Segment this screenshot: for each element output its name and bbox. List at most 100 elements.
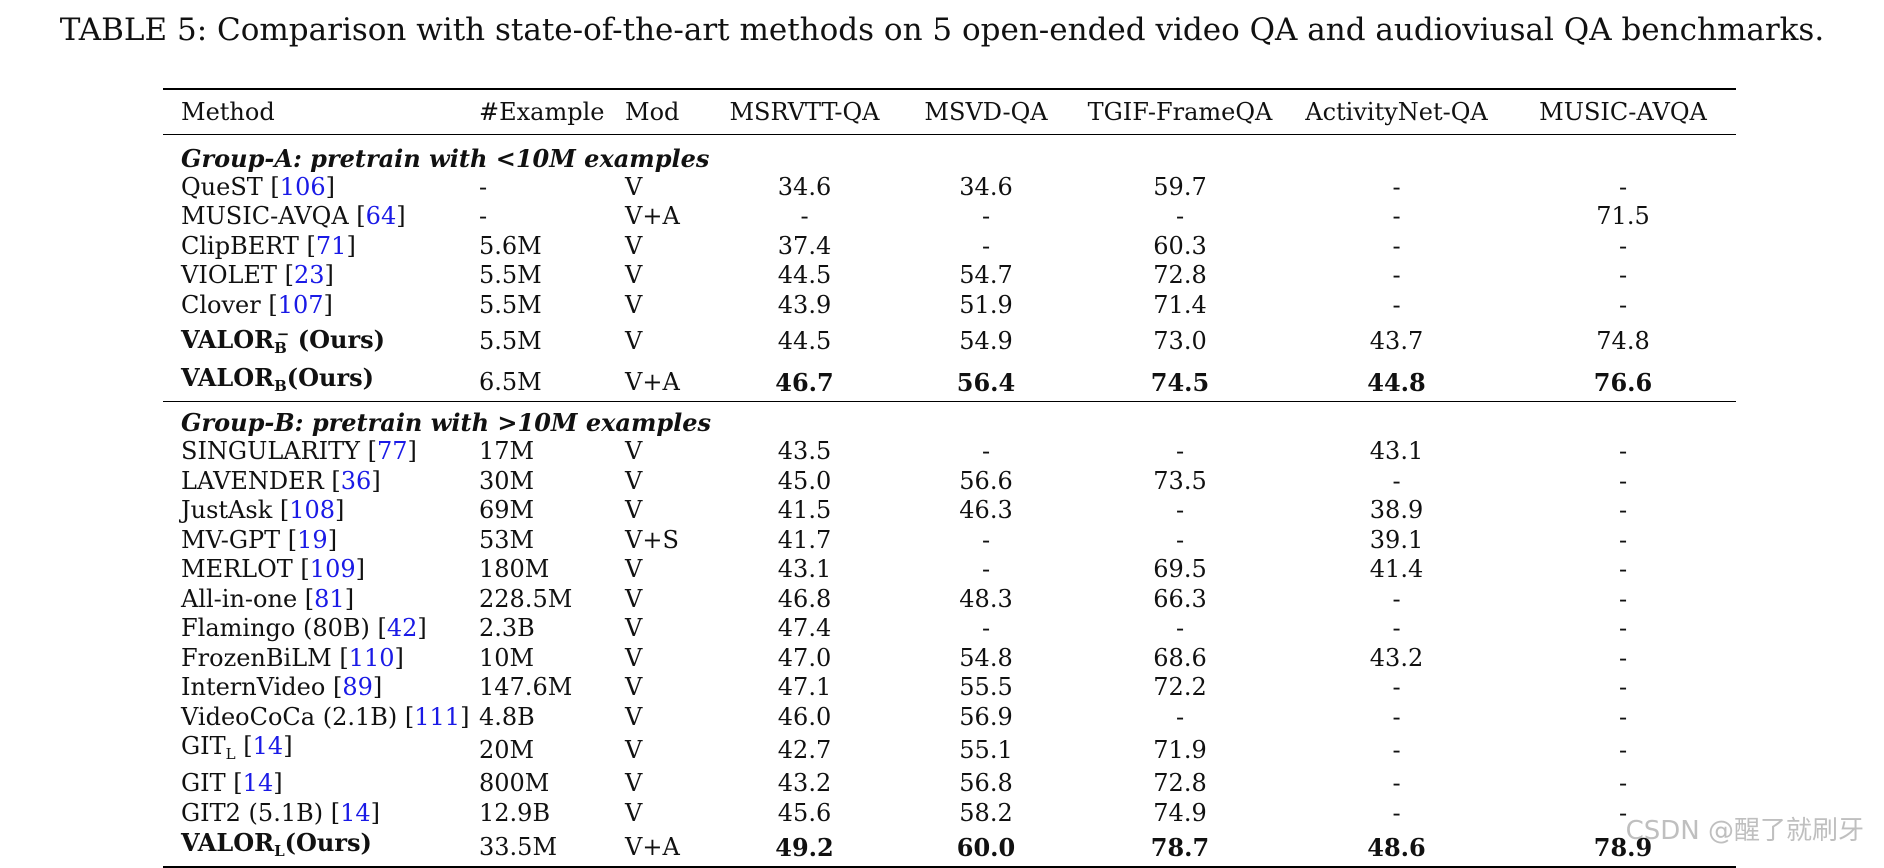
method-cell: MV-GPT [19] (181, 525, 338, 554)
method-name: VALOR (181, 828, 275, 857)
tgif-score-cell: - (1175, 614, 1185, 643)
citation-link[interactable]: 23 (293, 261, 325, 290)
activitynet-score-cell: 41.4 (1369, 555, 1424, 584)
table-row: VIOLET [23] 5.5M V 44.5 54.7 72.8 - - (163, 261, 1736, 291)
msrvtt-score-cell: 41.7 (777, 525, 832, 554)
tgif-score-cell: 60.3 (1153, 231, 1207, 260)
music-avqa-score-cell: - (1618, 290, 1628, 319)
msrvtt-score-cell: 43.9 (777, 290, 832, 319)
method-cell: QueST [106] (181, 172, 335, 201)
music-avqa-score-cell: - (1618, 673, 1628, 702)
modality-cell: V (625, 466, 643, 495)
music-avqa-score-cell: - (1618, 172, 1628, 201)
activitynet-score-cell: 43.7 (1369, 327, 1424, 355)
citation-link[interactable]: 42 (386, 614, 418, 643)
method-name: ClipBERT (181, 231, 299, 260)
citation-link[interactable]: 108 (289, 496, 336, 525)
activitynet-score-cell: - (1392, 231, 1401, 260)
modality-cell: V (625, 555, 643, 584)
method-cell: LAVENDER [36] (181, 466, 381, 495)
table-row: LAVENDER [36] 30M V 45.0 56.6 73.5 - - (163, 467, 1736, 497)
msrvtt-score-cell: 41.5 (777, 496, 832, 525)
modality-cell: V (625, 702, 643, 731)
method-cell: SINGULARITY [77] (181, 437, 417, 466)
music-avqa-score-cell: - (1618, 466, 1628, 495)
citation-link[interactable]: 14 (340, 798, 371, 827)
method-suffix: (Ours) (289, 325, 385, 354)
msrvtt-score-cell: 46.8 (777, 584, 832, 613)
citation-link[interactable]: 77 (377, 437, 408, 466)
music-avqa-score-cell: - (1618, 496, 1628, 525)
msrvtt-score-cell: 47.0 (777, 643, 832, 672)
method-cell: VIOLET [23] (181, 261, 334, 290)
citation-link[interactable]: 110 (348, 643, 395, 672)
msrvtt-score-cell: 45.0 (777, 466, 832, 495)
msvd-score-cell: 34.6 (959, 172, 1013, 201)
example-count-cell: 20M (479, 736, 535, 764)
citation-link[interactable]: 14 (252, 732, 284, 760)
msvd-score-cell: 54.8 (959, 643, 1013, 672)
method-cell: VALORB(Ours) (163, 363, 470, 402)
example-count-cell: 147.6M (479, 673, 573, 702)
tgif-score-cell: 71.9 (1153, 736, 1207, 764)
method-suffix: (Ours) (284, 828, 372, 857)
msvd-score-cell: - (981, 231, 991, 260)
header-tgif: TGIF-FrameQA (1087, 97, 1273, 126)
activitynet-score-cell: - (1392, 702, 1401, 731)
msvd-score-cell: 51.9 (959, 290, 1013, 319)
table-row: Clover [107] 5.5M V 43.9 51.9 71.4 - - (163, 291, 1736, 321)
header-example: #Example (479, 97, 605, 126)
msrvtt-score-cell: 46.0 (777, 702, 832, 731)
modality-cell: V (625, 437, 643, 466)
method-name: VALOR (181, 363, 275, 392)
tgif-score-cell: 72.8 (1153, 261, 1207, 290)
activitynet-score-cell: - (1392, 614, 1401, 643)
msrvtt-score-cell: 46.7 (775, 367, 834, 397)
table-row: SINGULARITY [77] 17M V 43.5 - - 43.1 - (163, 437, 1736, 467)
method-cell: MUSIC-AVQA [64] (181, 202, 406, 231)
activitynet-score-cell: - (1392, 584, 1401, 613)
citation-link[interactable]: 89 (342, 673, 373, 702)
method-name: JustAsk (181, 496, 273, 525)
msvd-score-cell: - (981, 614, 991, 643)
msrvtt-score-cell: 43.1 (777, 555, 832, 584)
activitynet-score-cell: - (1392, 769, 1401, 798)
citation-link[interactable]: 19 (297, 525, 328, 554)
msrvtt-score-cell: 44.5 (777, 261, 832, 290)
activitynet-score-cell: - (1392, 261, 1401, 290)
method-cell: ClipBERT [71] (181, 231, 356, 260)
example-count-cell: 5.5M (479, 261, 542, 290)
msrvtt-score-cell: 34.6 (777, 172, 832, 201)
method-name: GIT2 (5.1B) (181, 798, 324, 827)
table-row: GIT [14] 800M V 43.2 56.8 72.8 - - (163, 769, 1736, 799)
citation-link[interactable]: 71 (315, 231, 347, 260)
music-avqa-score-cell: 78.9 (1593, 832, 1653, 862)
citation-link[interactable]: 111 (414, 702, 461, 731)
modality-cell: V (625, 643, 643, 672)
citation-link[interactable]: 107 (277, 290, 324, 319)
header-music-avqa: MUSIC-AVQA (1539, 97, 1707, 126)
tgif-score-cell: - (1175, 525, 1185, 554)
modality-cell: V (625, 673, 643, 702)
method-name: Flamingo (80B) (181, 614, 370, 643)
example-count-cell: 180M (479, 555, 550, 584)
modality-cell: V (625, 327, 643, 355)
citation-link[interactable]: 106 (279, 172, 326, 201)
watermark: CSDN @醒了就刷牙 (1625, 816, 1864, 846)
msvd-score-cell: 46.3 (959, 496, 1013, 525)
citation-link[interactable]: 109 (309, 555, 356, 584)
msvd-score-cell: 48.3 (959, 584, 1013, 613)
msvd-score-cell: 60.0 (956, 832, 1016, 862)
method-cell: VALORB− (Ours) (163, 320, 470, 363)
msrvtt-score-cell: 47.1 (777, 673, 832, 702)
citation-link[interactable]: 14 (242, 769, 274, 798)
table-row: VideoCoCa (2.1B) [111] 4.8B V 46.0 56.9 - - - (163, 703, 1736, 733)
header-mod: Mod (625, 97, 680, 126)
citation-link[interactable]: 64 (365, 202, 397, 231)
ours-row: VALORL(Ours) 33.5M V+A 49.2 60.0 78.7 48.6 78.9 (163, 828, 1736, 867)
msrvtt-score-cell: 37.4 (777, 231, 832, 260)
method-name: VIOLET (181, 261, 277, 290)
group-b-title-row: Group-B: pretrain with >10M examples (163, 401, 1736, 438)
citation-link[interactable]: 81 (314, 584, 345, 613)
citation-link[interactable]: 36 (340, 466, 372, 495)
